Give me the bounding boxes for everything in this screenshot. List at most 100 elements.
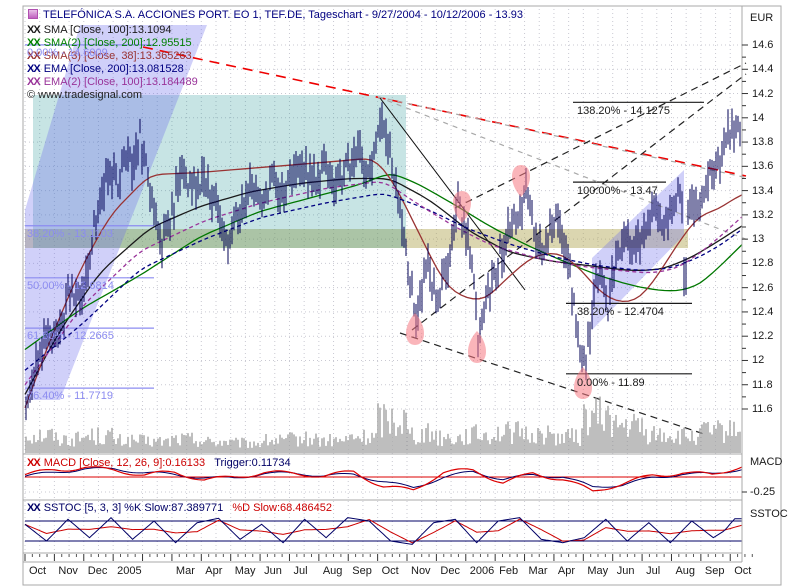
price-tick-label: 13 — [752, 233, 765, 246]
month-tick-label: May — [234, 565, 256, 577]
price-tick-label: 14 — [752, 111, 765, 124]
ma-line — [24, 158, 743, 409]
month-tick-label: Nov — [411, 565, 431, 577]
month-tick-label: Oct — [381, 565, 399, 577]
month-tick-label: Sep — [352, 565, 372, 577]
legend-label: EMA [Close, 200]:13.081528 — [43, 63, 184, 75]
sstoc-axis-label: SSTOC — [750, 508, 788, 520]
price-tick-label: 12.6 — [752, 281, 774, 294]
price-tick-label: 13.8 — [752, 136, 774, 149]
legend-row-sma3: XX SMA(3) [Close, 38]:13.365263 — [27, 50, 192, 63]
fib-extension-label: 100.00% - 13.47 — [577, 185, 658, 198]
month-tick-label: Oct — [734, 565, 752, 577]
fib-retracement-label: 50.00% - 12.6814 — [27, 279, 114, 292]
month-tick-label: Nov — [58, 565, 78, 577]
macd-trigger-line — [24, 467, 743, 489]
price-tick-label: 13.6 — [752, 160, 774, 173]
legend-label: EMA(2) [Close, 100]:13.184489 — [43, 76, 198, 88]
instrument-icon — [28, 9, 38, 19]
legend-row-ema: XX EMA [Close, 200]:13.081528 — [27, 63, 184, 76]
month-tick-label: 2005 — [117, 565, 142, 577]
macd-legend: XX MACD [Close, 12, 26, 9]:0.16133 Trigge… — [27, 457, 291, 469]
month-tick-label: Feb — [499, 565, 519, 577]
month-tick-label: Aug — [322, 565, 343, 577]
series-icon: XX — [27, 50, 41, 62]
month-tick-label: Dec — [87, 565, 108, 577]
legend-row-ema2: XX EMA(2) [Close, 100]:13.184489 — [27, 76, 198, 89]
sstoc-d-value: %D Slow:68.486452 — [232, 502, 333, 514]
price-bars — [25, 102, 741, 421]
series-icon: XX — [27, 37, 41, 49]
trendline — [411, 73, 747, 331]
macd-series-icon: XX — [27, 457, 41, 469]
trendline — [377, 96, 749, 241]
price-tick-label: 12.4 — [752, 305, 774, 318]
fib-retracement-label: 0.00% - 14.6009 — [27, 46, 108, 59]
price-tick-label: 11.8 — [752, 378, 773, 391]
legend-label: SMA(3) [Close, 38]:13.365263 — [43, 50, 192, 62]
trendline — [454, 62, 747, 209]
trendline — [377, 96, 749, 179]
chart-title-text: TELEFÓNICA S.A. ACCIONES PORT. EO 1, TEF… — [43, 9, 523, 21]
month-tick-label: May — [587, 565, 609, 577]
macd-axis-tick: -0.25 — [750, 486, 776, 498]
price-tick-label: 14.6 — [752, 39, 774, 51]
month-tick-label: Mar — [175, 565, 195, 577]
fib-retracement-label: 76.40% - 11.7719 — [27, 390, 114, 403]
price-tick-label: 12.8 — [752, 257, 774, 270]
sstoc-series-icon: XX — [27, 502, 41, 514]
price-tick-label: 12 — [752, 354, 765, 367]
copyright: © www.tradesignal.com — [27, 89, 143, 101]
price-tick-label: 13.2 — [752, 208, 774, 221]
series-icon: XX — [27, 63, 41, 75]
series-icon: XX — [27, 76, 41, 88]
fib-extension-label: 138.20% - 14.1275 — [577, 105, 670, 118]
ma-line — [24, 193, 743, 371]
sstoc-legend: XX SSTOC [5, 3, 3] %K Slow:87.389771 %D S… — [27, 502, 332, 514]
macd-trigger-value: Trigger:0.11734 — [214, 457, 291, 469]
sstoc-k-line — [24, 517, 742, 545]
trendline — [379, 97, 526, 291]
month-tick-label: 2006 — [469, 565, 495, 577]
chart-title: TELEFÓNICA S.A. ACCIONES PORT. EO 1, TEF… — [28, 9, 523, 21]
price-tick-label: 12.2 — [752, 330, 774, 343]
month-tick-label: Jun — [616, 565, 635, 577]
swing-low-marker-icon — [405, 313, 425, 345]
month-tick-label: Jul — [646, 565, 661, 577]
month-tick-label: Sep — [704, 565, 725, 577]
fib-extension-label: 38.20% - 12.4704 — [577, 306, 664, 319]
price-tick-label: 14.2 — [752, 87, 774, 100]
swing-low-marker-icon — [467, 331, 487, 363]
sstoc-legend-value: SSTOC [5, 3, 3] %K Slow:87.389771 — [43, 502, 224, 514]
month-tick-label: Apr — [205, 565, 223, 577]
month-tick-label: Mar — [528, 565, 548, 577]
currency-axis-label: EUR — [750, 12, 774, 24]
ma-line — [24, 174, 743, 351]
trendline — [142, 46, 747, 177]
price-tick-label: 14.4 — [752, 63, 774, 76]
legend-label: SMA [Close, 100]:13.1094 — [43, 24, 172, 36]
month-tick-label: Jul — [293, 565, 308, 577]
month-tick-label: Aug — [675, 565, 696, 577]
legend-row-sma2: XX SMA(2) [Close, 200]:12.95515 — [27, 37, 192, 50]
ma-line — [24, 177, 743, 395]
swing-high-marker-icon — [452, 191, 472, 223]
legend-row-sma: XX SMA [Close, 100]:13.1094 — [27, 24, 172, 37]
fib-retracement-label: 38.20% - 13.1103 — [27, 227, 114, 240]
swing-low-marker-icon — [573, 367, 593, 399]
fib-extension-label: 0.00% - 11.89 — [577, 376, 645, 389]
month-tick-label: Jun — [264, 565, 282, 577]
month-tick-label: Apr — [557, 565, 576, 577]
price-tick-label: 13.4 — [752, 184, 774, 197]
macd-axis-label: MACD — [750, 456, 783, 468]
series-icon: XX — [27, 24, 41, 36]
month-tick-label: Oct — [29, 565, 47, 577]
price-tick-label: 11.6 — [752, 402, 773, 415]
month-tick-label: Dec — [440, 565, 460, 577]
swing-high-marker-icon — [511, 165, 531, 197]
fib-retracement-label: 61.80% - 12.2665 — [27, 330, 114, 343]
legend-label: SMA(2) [Close, 200]:12.95515 — [43, 37, 192, 49]
macd-legend-value: MACD [Close, 12, 26, 9]:0.16133 — [43, 457, 206, 469]
